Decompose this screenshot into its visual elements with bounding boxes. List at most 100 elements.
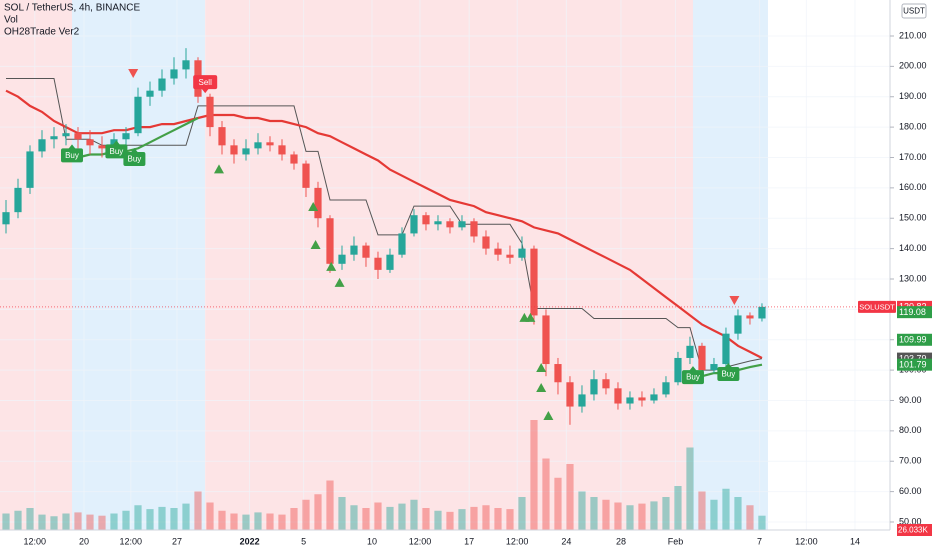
candle-body xyxy=(314,187,322,219)
signal-arrow xyxy=(525,312,536,322)
volume-bar xyxy=(518,497,526,530)
candle-body xyxy=(62,133,70,137)
signal-zone xyxy=(71,0,206,530)
volume-bar xyxy=(26,508,34,530)
signal-label-box xyxy=(60,148,83,163)
volume-bar xyxy=(110,513,118,530)
volume-bar xyxy=(326,480,334,530)
x-tick-label: 10 xyxy=(367,536,377,546)
volume-bar xyxy=(650,501,658,530)
y-tick-label: 60.00 xyxy=(899,486,922,496)
volume-bar xyxy=(206,502,214,530)
y-tick-label: 50.00 xyxy=(899,516,922,526)
price-badge-label: 109.99 xyxy=(899,335,927,345)
candle-body xyxy=(758,306,766,319)
candle-body xyxy=(470,221,478,237)
legend-indicator: OH28Trade Ver2 xyxy=(4,27,80,38)
candle-body xyxy=(518,248,526,258)
candle-body xyxy=(710,364,718,371)
y-tick-label: 210.00 xyxy=(899,30,927,40)
volume-bar xyxy=(122,510,130,530)
signal-zone xyxy=(205,0,693,530)
candle-body xyxy=(2,212,10,225)
candle-body xyxy=(14,187,22,213)
x-tick-label: 28 xyxy=(616,536,626,546)
volume-bar xyxy=(374,502,382,530)
x-tick-label: 12:00 xyxy=(120,536,143,546)
y-tick-label: 130.00 xyxy=(899,273,927,283)
volume-bar xyxy=(254,512,262,530)
candle-body xyxy=(422,215,430,225)
volume-bar xyxy=(566,464,574,530)
volume-bar xyxy=(602,499,610,530)
volume-bar xyxy=(86,514,94,530)
candle-body xyxy=(650,394,658,401)
signal-label: Buy xyxy=(109,147,123,156)
volume-bar xyxy=(590,497,598,530)
candle-body xyxy=(254,142,262,149)
candle-body xyxy=(626,397,634,404)
currency-box[interactable] xyxy=(901,3,927,19)
candle-body xyxy=(674,357,682,383)
candle-body xyxy=(290,154,298,164)
x-tick-label: 7 xyxy=(757,536,762,546)
candle-body xyxy=(302,163,310,188)
signal-arrow xyxy=(334,277,345,287)
candle-body xyxy=(158,78,166,91)
y-tick-label: 70.00 xyxy=(899,456,922,466)
price-badge-label: 101.79 xyxy=(899,360,927,370)
x-tick-label: 2022 xyxy=(240,536,260,546)
candle-body xyxy=(482,236,490,249)
candle-body xyxy=(350,245,358,255)
signal-pointer xyxy=(67,144,76,150)
volume-bar xyxy=(482,505,490,530)
volume-bar xyxy=(146,509,154,530)
volume-bar xyxy=(446,511,454,530)
currency[interactable]: USDT xyxy=(903,7,925,16)
y-tick-label: 140.00 xyxy=(899,243,927,253)
signal-arrow xyxy=(536,383,547,393)
volume-bar xyxy=(638,503,646,530)
candle-body xyxy=(50,136,58,140)
candle-body xyxy=(86,139,94,146)
volume-bar xyxy=(134,505,142,530)
candle-body xyxy=(230,145,238,155)
candle-body xyxy=(26,151,34,188)
volume-bar xyxy=(50,516,58,530)
signal-label: Buy xyxy=(65,151,79,160)
candle-body xyxy=(170,69,178,79)
volume-bar xyxy=(614,502,622,530)
signal-label-box xyxy=(105,144,128,159)
price-badge-label: 119.08 xyxy=(899,307,926,317)
volume-bar xyxy=(734,497,742,530)
x-tick-label: 12:00 xyxy=(409,536,432,546)
signal-label-box xyxy=(681,370,704,385)
candle-body xyxy=(590,379,598,395)
volume-bar xyxy=(698,491,706,530)
volume-bar xyxy=(38,514,46,530)
signal-pointer xyxy=(201,88,210,94)
volume-bar xyxy=(710,499,718,530)
x-tick-label: Feb xyxy=(668,536,684,546)
volume-bar xyxy=(458,509,466,530)
volume-bar xyxy=(662,497,670,530)
candle-body xyxy=(530,248,538,316)
volume-bar xyxy=(62,513,70,530)
x-tick-label: 12:00 xyxy=(24,536,47,546)
candle-body xyxy=(242,148,250,155)
price-badge-label: 103.79 xyxy=(899,353,927,363)
candle-body xyxy=(734,315,742,334)
signal-pointer xyxy=(724,363,733,369)
candle-body xyxy=(722,333,730,365)
volume-bar xyxy=(674,486,682,530)
candle-body xyxy=(554,364,562,383)
y-tick-label: 80.00 xyxy=(899,425,922,435)
candle-body xyxy=(698,345,706,371)
candle-body xyxy=(638,397,646,401)
signal-arrow xyxy=(308,202,319,212)
candle-body xyxy=(446,221,454,228)
y-tick-label: 170.00 xyxy=(899,152,927,162)
x-tick-label: 20 xyxy=(79,536,89,546)
volume-bar xyxy=(218,510,226,530)
